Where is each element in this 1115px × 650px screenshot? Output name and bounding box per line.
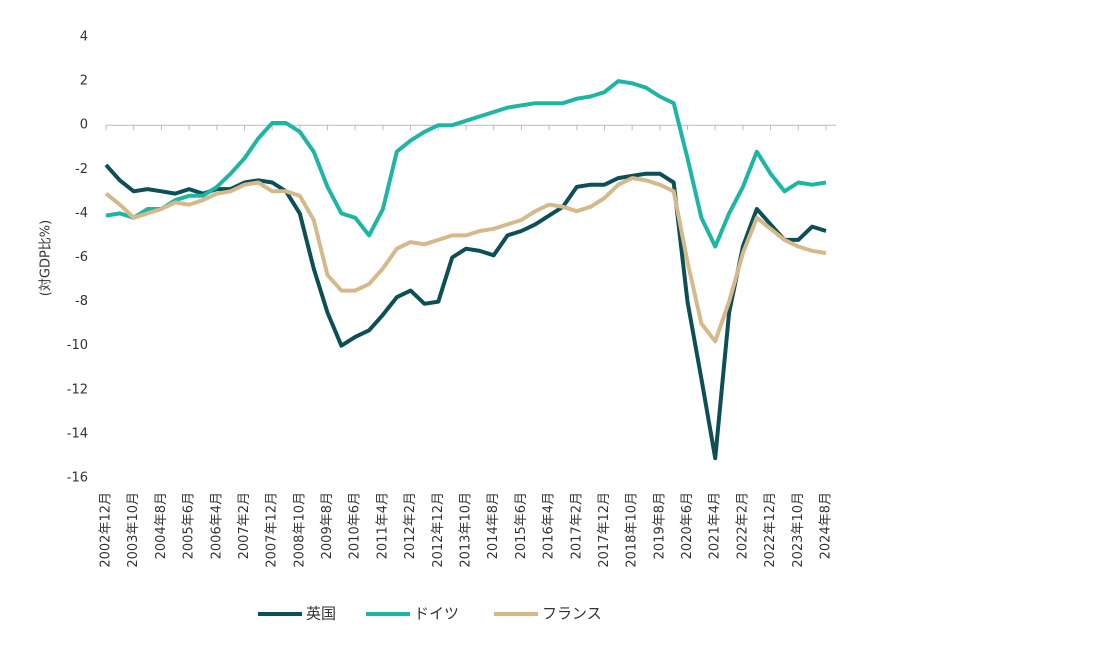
x-tick-label: 2012年12月 bbox=[431, 492, 446, 568]
x-tick-label: 2016年4月 bbox=[542, 492, 557, 559]
x-tick-label: 2015年6月 bbox=[514, 492, 529, 559]
y-tick-label: -14 bbox=[67, 426, 88, 441]
y-axis-label: (対GDP比%) bbox=[39, 220, 54, 296]
legend-item: フランス bbox=[494, 605, 602, 623]
x-tick-label: 2007年12月 bbox=[265, 492, 280, 568]
x-tick-label: 2008年10月 bbox=[292, 492, 307, 568]
x-tick-label: 2020年6月 bbox=[680, 492, 695, 559]
line-series bbox=[104, 163, 827, 461]
x-tick-label: 2017年12月 bbox=[597, 492, 612, 568]
y-tick-label: -8 bbox=[75, 294, 88, 309]
y-tick-label: 2 bbox=[80, 74, 88, 89]
legend-label: ドイツ bbox=[414, 605, 459, 623]
legend-item: ドイツ bbox=[366, 605, 459, 623]
y-tick-label: -16 bbox=[67, 471, 88, 486]
x-tick-label: 2021年4月 bbox=[708, 492, 723, 559]
line-series bbox=[105, 79, 827, 249]
x-tick-label: 2018年10月 bbox=[625, 492, 640, 568]
y-tick-label: -2 bbox=[75, 162, 88, 177]
x-tick-label: 2011年4月 bbox=[375, 492, 390, 559]
y-tick-label: -12 bbox=[67, 382, 88, 397]
x-tick-label: 2005年6月 bbox=[182, 492, 197, 559]
y-tick-label: 4 bbox=[80, 30, 88, 45]
x-tick-label: 2024年8月 bbox=[819, 492, 834, 559]
x-tick-label: 2013年10月 bbox=[459, 492, 474, 568]
legend-item: 英国 bbox=[258, 605, 336, 623]
x-tick-label: 2014年8月 bbox=[486, 492, 501, 559]
x-tick-label: 2012年2月 bbox=[403, 492, 418, 559]
y-tick-label: -4 bbox=[75, 206, 88, 221]
x-tick-label: 2017年2月 bbox=[569, 492, 584, 559]
x-tick-label: 2009年8月 bbox=[320, 492, 335, 559]
x-tick-label: 2019年8月 bbox=[652, 492, 667, 559]
x-tick-label: 2010年6月 bbox=[348, 492, 363, 559]
x-tick-label: 2006年4月 bbox=[209, 492, 224, 559]
x-tick-label: 2007年2月 bbox=[237, 492, 252, 559]
y-tick-label: 0 bbox=[80, 118, 88, 133]
legend-label: フランス bbox=[542, 605, 602, 623]
x-tick-label: 2004年8月 bbox=[154, 492, 169, 559]
legend-label: 英国 bbox=[306, 605, 336, 623]
y-tick-label: -6 bbox=[75, 250, 88, 265]
line-series bbox=[104, 176, 827, 344]
x-tick-label: 2022年2月 bbox=[735, 492, 750, 559]
x-tick-label: 2023年10月 bbox=[791, 492, 806, 568]
x-tick-label: 2002年12月 bbox=[99, 492, 114, 568]
x-tick-label: 2003年10月 bbox=[126, 492, 141, 568]
x-tick-label: 2022年12月 bbox=[763, 492, 778, 568]
y-tick-label: -10 bbox=[67, 338, 88, 353]
